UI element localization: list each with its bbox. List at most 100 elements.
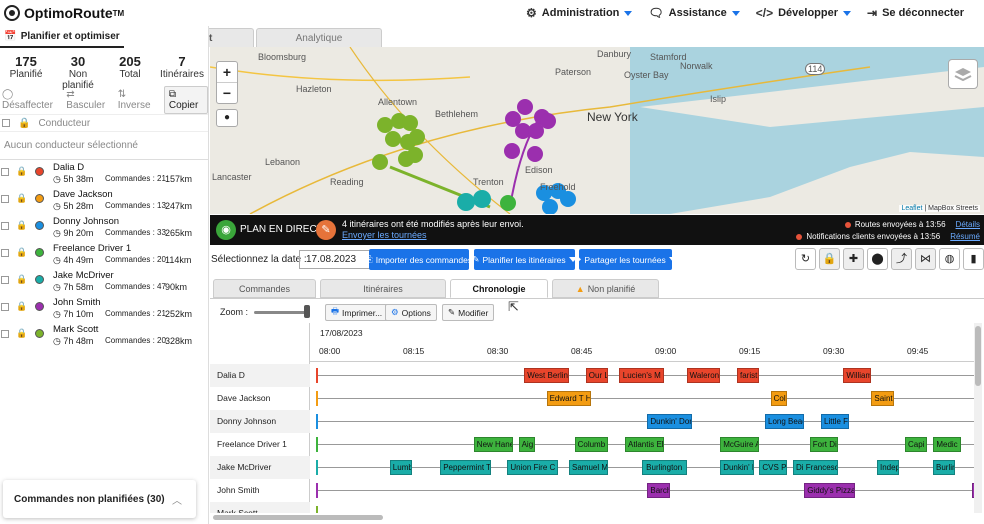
timeline-order-block[interactable]: West Berlin <box>524 368 569 383</box>
timeline-order-block[interactable]: Barch <box>647 483 670 498</box>
driver-checkbox[interactable] <box>1 330 9 338</box>
add-note-button[interactable]: ✚ <box>843 248 864 270</box>
panel-toggle-button[interactable]: ▮ <box>963 248 984 270</box>
timeline-order-block[interactable]: CVS Ph <box>759 460 788 475</box>
locate-button[interactable]: ● <box>216 109 238 127</box>
chevron-up-icon[interactable]: ︿ <box>172 496 182 507</box>
tab-routes[interactable]: Itinéraires <box>320 279 446 298</box>
deselect-button[interactable]: ◯ Désaffecter <box>2 89 53 111</box>
timeline-order-block[interactable]: William <box>843 368 872 383</box>
refresh-button[interactable]: ↻ <box>795 248 816 270</box>
timeline-order-block[interactable]: Medic <box>933 437 961 452</box>
timeline-order-block[interactable]: Coll <box>770 391 788 406</box>
timeline-order-block[interactable]: Giddy's Pizza <box>804 483 855 498</box>
timeline-order-block[interactable]: farist <box>737 368 760 383</box>
timeline-order-block[interactable]: Di Francesco <box>793 460 838 475</box>
timeline-order-block[interactable]: Aig <box>518 437 536 452</box>
summary-link[interactable]: Résumé <box>950 232 980 241</box>
date-input[interactable]: 17.08.2023 <box>299 250 373 269</box>
driver-row[interactable]: 🔒 Donny Johnson ◷ 9h 20m Commandes : 33 265k… <box>0 214 208 241</box>
options-button[interactable]: ⚙ Options <box>385 304 437 321</box>
vertical-scrollbar-thumb[interactable] <box>975 326 981 386</box>
tab-plan[interactable]: 📅 Planifier et optimiser <box>0 26 124 48</box>
import-orders-button[interactable]: ⎘ Importer des commandes <box>366 249 472 270</box>
share-routes-button[interactable]: ➦ Partager les tournées <box>574 249 677 270</box>
tab-analytics[interactable]: Analytique <box>256 28 382 47</box>
map-pins-purple[interactable] <box>504 99 556 162</box>
zoom-in-button[interactable]: + <box>217 62 237 83</box>
toggle-button[interactable]: ⇄ Basculer <box>66 89 106 111</box>
timeline-order-block[interactable]: Indep <box>877 460 900 475</box>
driver-checkbox[interactable] <box>1 303 9 311</box>
timeline-order-block[interactable]: Waleroni <box>686 368 721 383</box>
leaflet-link[interactable]: Leaflet <box>901 205 923 212</box>
driver-row[interactable]: 🔒 Jake McDriver ◷ 7h 58m Commandes : 47 90km <box>0 268 208 295</box>
driver-checkbox[interactable] <box>1 168 9 176</box>
driver-row[interactable]: 🔒 Dave Jackson ◷ 5h 28m Commandes : 13 247km <box>0 187 208 214</box>
unplanned-orders-panel[interactable]: Commandes non planifiées (30) ︿ <box>3 480 196 518</box>
timeline-order-block[interactable]: Our L <box>585 368 609 383</box>
zoom-slider[interactable] <box>254 311 310 314</box>
map-pins-green[interactable] <box>372 113 425 170</box>
timeline-order-block[interactable]: Dunkin' Don <box>647 414 693 429</box>
marker-button[interactable]: ⬤ <box>867 248 888 270</box>
edit-button[interactable]: ✎ Modifier <box>442 304 495 321</box>
timeline-order-block[interactable]: Saint <box>871 391 894 406</box>
timeline-order-block[interactable]: Burlin <box>933 460 956 475</box>
timeline-order-block[interactable]: McGuire A <box>720 437 760 452</box>
timeline-order-block[interactable]: Fort Di <box>809 437 838 452</box>
nav-administration[interactable]: ⚙ Administration <box>526 6 633 20</box>
copy-button[interactable]: ⧉ Copier <box>163 86 208 114</box>
timeline-order-block[interactable]: New Hane <box>473 437 513 452</box>
lock-icon[interactable]: 🔒 <box>16 247 28 257</box>
driver-row[interactable]: 🔒 Mark Scott ◷ 7h 48m Commandes : 20 328km <box>0 322 208 349</box>
timeline-order-block[interactable]: Burlington <box>641 460 687 475</box>
print-button[interactable]: 🖶 Imprimer... <box>325 304 389 321</box>
lock-icon[interactable]: 🔒 <box>16 220 28 230</box>
driver-row[interactable]: 🔒 Dalia D ◷ 5h 38m Commandes : 21 157km <box>0 160 208 187</box>
lock-icon[interactable]: 🔒 <box>16 166 28 176</box>
driver-checkbox[interactable] <box>1 195 9 203</box>
timeline-order-block[interactable]: Lucien's M <box>619 368 665 383</box>
vertical-scrollbar[interactable] <box>974 323 982 513</box>
app-logo[interactable]: OptimoRoute TM <box>4 5 124 21</box>
nav-logout[interactable]: ⇥ Se déconnecter <box>867 6 964 20</box>
timeline-order-block[interactable]: Peppermint T <box>440 460 491 475</box>
timeline-order-block[interactable]: Columb <box>574 437 609 452</box>
timeline-order-block[interactable]: Union Fire C <box>507 460 558 475</box>
timeline-order-block[interactable]: Ru <box>972 483 974 498</box>
nav-assistance[interactable]: 🗨 Assistance <box>648 6 740 20</box>
timeline-order-block[interactable]: Lumb <box>389 460 413 475</box>
layers-button[interactable] <box>948 59 978 89</box>
map[interactable]: Bloomsburg Hazleton Lebanon Allentown Be… <box>210 47 984 214</box>
lock-icon[interactable]: 🔒 <box>16 328 28 338</box>
tab-timeline[interactable]: Chronologie <box>450 279 548 298</box>
zoom-slider-handle[interactable] <box>304 305 310 318</box>
lock-icon[interactable]: 🔒 <box>16 193 28 203</box>
plan-routes-button[interactable]: ✎ Planifier les itinéraires <box>472 249 577 270</box>
select-all-checkbox[interactable] <box>2 119 10 127</box>
timeline-order-block[interactable]: Capi <box>905 437 928 452</box>
tab-orders[interactable]: Commandes <box>213 279 316 298</box>
lock-icon[interactable]: 🔒 <box>16 301 28 311</box>
nav-developer[interactable]: </> Développer <box>756 6 852 20</box>
globe-button[interactable]: ◍ <box>939 248 960 270</box>
timeline-order-block[interactable]: Samuel M <box>569 460 609 475</box>
driver-checkbox[interactable] <box>1 249 9 257</box>
timeline-order-block[interactable]: Dunkin' D <box>720 460 754 475</box>
driver-checkbox[interactable] <box>1 222 9 230</box>
timeline-order-block[interactable]: Little F <box>821 414 849 429</box>
map-pins-blue[interactable] <box>457 183 576 214</box>
route-button[interactable]: ⤴ <box>891 248 912 270</box>
tab-unplanned[interactable]: ▲ Non planifié <box>552 279 659 298</box>
driver-row[interactable]: 🔒 John Smith ◷ 7h 10m Commandes : 21 252km <box>0 295 208 322</box>
driver-checkbox[interactable] <box>1 276 9 284</box>
horizontal-scrollbar[interactable] <box>213 515 383 520</box>
timeline-order-block[interactable]: Long Beac <box>765 414 805 429</box>
zoom-out-button[interactable]: − <box>222 85 232 101</box>
network-button[interactable]: ⋈ <box>915 248 936 270</box>
invert-button[interactable]: ⇅ Inverse <box>117 89 151 111</box>
lock-button[interactable]: 🔒 <box>819 248 840 270</box>
driver-row[interactable]: 🔒 Freelance Driver 1 ◷ 4h 49m Commandes : 2… <box>0 241 208 268</box>
send-routes-link[interactable]: Envoyer les tournées <box>342 230 427 240</box>
